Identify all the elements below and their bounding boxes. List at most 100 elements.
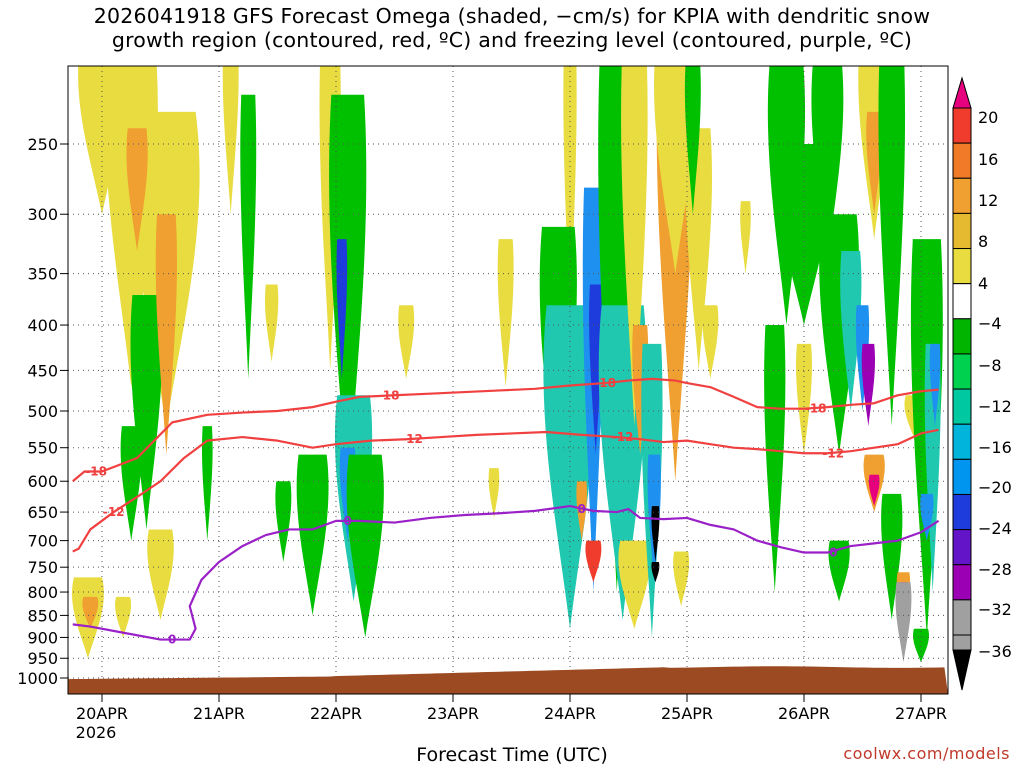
- x-tick-label: 23APR: [427, 704, 479, 723]
- y-tick-label: 350: [27, 265, 58, 284]
- contour-label: -12: [612, 430, 634, 444]
- colorbar-label: 4: [978, 274, 988, 293]
- x-year-label: 2026: [76, 723, 117, 742]
- omega-shading-cell: [621, 66, 648, 427]
- omega-shading-cell: [398, 305, 415, 379]
- title-line-2: growth region (contoured, red, ºC) and f…: [111, 28, 913, 52]
- omega-shading-cell: [913, 628, 929, 663]
- omega-shading-cell: [764, 325, 786, 593]
- colorbar-label: 8: [978, 232, 988, 251]
- omega-shading-cell: [147, 529, 174, 620]
- contour-label: -18: [85, 464, 107, 478]
- omega-shading-cell: [275, 481, 292, 563]
- omega-shading-cell: [929, 343, 941, 427]
- omega-shading-cell: [585, 540, 602, 583]
- credit-link[interactable]: coolwx.com/models: [843, 744, 1010, 763]
- contour-label: -12: [103, 505, 125, 519]
- omega-shading-cell: [240, 94, 257, 379]
- omega-shading-cell: [488, 468, 500, 518]
- omega-shading-cell: [126, 128, 148, 251]
- x-tick-label: 25APR: [661, 704, 713, 723]
- y-tick-label: 1000: [17, 669, 58, 688]
- colorbar-swatch: [952, 388, 972, 425]
- ground-fill: [68, 666, 948, 694]
- omega-shading-cell: [868, 474, 880, 507]
- y-tick-label: 850: [27, 606, 58, 625]
- colorbar-swatch: [952, 177, 972, 214]
- colorbar-label: −4: [978, 314, 1002, 333]
- x-axis-label: Forecast Time (UTC): [416, 744, 608, 766]
- contour-label: -18: [805, 402, 827, 416]
- omega-shading-cell: [336, 239, 348, 379]
- x-tick-label: 22APR: [310, 704, 362, 723]
- colorbar-label: 16: [978, 150, 998, 169]
- omega-shading-cell: [777, 144, 831, 326]
- omega-shading-cell: [563, 66, 577, 326]
- omega-shading-cell: [673, 551, 690, 607]
- omega-shading-cell: [497, 239, 514, 388]
- omega-shading-cell: [265, 284, 279, 362]
- omega-shading-cell: [120, 426, 142, 541]
- omega-shading-cell: [840, 250, 862, 411]
- y-tick-label: 550: [27, 439, 58, 458]
- omega-shading-cell: [740, 201, 751, 274]
- omega-shading-cell: [920, 493, 934, 541]
- y-tick-label: 250: [27, 135, 58, 154]
- x-tick-label: 26APR: [778, 704, 830, 723]
- contour-label: 0: [168, 633, 176, 647]
- contour-line: [72, 428, 939, 553]
- colorbar-swatch: [952, 248, 972, 285]
- y-tick-label: 400: [27, 316, 58, 335]
- colorbar-label: −36: [978, 642, 1012, 661]
- colorbar-label: −8: [978, 356, 1002, 375]
- x-tick-label: 20APR: [76, 704, 128, 723]
- omega-shading-cell: [576, 481, 588, 541]
- colorbar-label: −16: [978, 438, 1012, 457]
- colorbar-legend: 20 16 12 8 4 −4 −8 −12 −16 −20 −24 −28 −32 −36: [952, 76, 1012, 691]
- omega-shading-cell: [866, 111, 883, 215]
- contour-label: 0: [829, 546, 837, 560]
- colorbar-swatch: [952, 529, 972, 566]
- omega-shading-cell: [684, 66, 701, 215]
- omega-shading-cell: [651, 506, 660, 563]
- omega-shading-cell: [796, 343, 812, 455]
- colorbar-swatch: [952, 649, 972, 691]
- contour-label: 0: [578, 502, 586, 516]
- colorbar-label: −32: [978, 600, 1012, 619]
- y-tick-label: 800: [27, 583, 58, 602]
- contour-line: [72, 504, 940, 641]
- omega-shading-cell: [346, 454, 384, 638]
- omega-shading-cell: [589, 284, 603, 455]
- y-tick-label: 600: [27, 472, 58, 491]
- colorbar-swatch: [952, 142, 972, 179]
- y-tick-label: 950: [27, 649, 58, 668]
- x-tick-label: 21APR: [193, 704, 245, 723]
- y-axis: 250 300 350 400 450 500 550 600 650 700 750 800 850 9…: [17, 135, 68, 688]
- y-tick-label: 300: [27, 205, 58, 224]
- omega-shading-cell: [618, 540, 651, 629]
- omega-shading-cell: [115, 596, 132, 638]
- contour-label: -12: [822, 446, 844, 460]
- omega-shading-cell: [130, 295, 163, 530]
- colorbar-label: −20: [978, 478, 1012, 497]
- colorbar-swatch: [952, 493, 972, 531]
- colorbar-label: −12: [978, 397, 1012, 416]
- colorbar-swatch: [952, 458, 972, 495]
- title-line-1: 2026041918 GFS Forecast Omega (shaded, −…: [93, 4, 931, 28]
- contour-label: -18: [594, 376, 616, 390]
- omega-shading-cell: [811, 66, 844, 263]
- colorbar-swatch: [952, 212, 972, 250]
- chart-title: 2026041918 GFS Forecast Omega (shaded, −…: [0, 4, 1024, 52]
- plot-frame: [67, 65, 949, 695]
- omega-shading: [72, 66, 943, 663]
- contour-line: [72, 377, 939, 483]
- omega-shading-cell: [155, 214, 177, 455]
- y-tick-label: 500: [27, 402, 58, 421]
- contour-lines: -18 -18 -18 -18 -12 -12 -12 -12 0 0 0 0: [72, 376, 940, 647]
- colorbar-swatch: [952, 634, 972, 651]
- omega-shading-cell: [296, 454, 329, 616]
- contour-label: -12: [401, 432, 423, 446]
- colorbar-swatch: [952, 423, 972, 460]
- contour-label: 0: [344, 514, 352, 528]
